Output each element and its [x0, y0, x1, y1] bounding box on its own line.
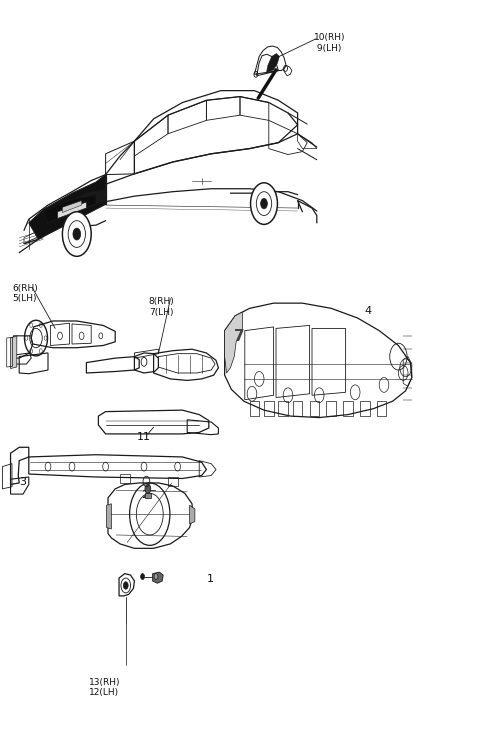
Circle shape: [141, 574, 144, 580]
Polygon shape: [29, 175, 106, 239]
Text: 1: 1: [206, 574, 214, 583]
Circle shape: [62, 212, 91, 256]
Polygon shape: [145, 493, 151, 498]
Circle shape: [251, 183, 277, 224]
Polygon shape: [225, 312, 242, 373]
Polygon shape: [190, 505, 195, 524]
Text: 2: 2: [142, 490, 149, 500]
Text: 13(RH)
12(LH): 13(RH) 12(LH): [89, 678, 120, 697]
Text: 3: 3: [19, 477, 26, 487]
Circle shape: [261, 198, 267, 209]
Text: 10(RH)
 9(LH): 10(RH) 9(LH): [314, 33, 346, 53]
Text: 6(RH)
5(LH): 6(RH) 5(LH): [12, 284, 38, 303]
Polygon shape: [58, 202, 86, 218]
Text: $\bf{7}$: $\bf{7}$: [233, 328, 245, 344]
Polygon shape: [153, 572, 163, 583]
Circle shape: [123, 582, 128, 589]
Polygon shape: [62, 201, 82, 212]
Text: 11: 11: [137, 432, 151, 442]
Polygon shape: [48, 189, 106, 223]
Text: 8(RH)
7(LH): 8(RH) 7(LH): [149, 297, 175, 317]
Polygon shape: [11, 336, 17, 369]
Text: 4: 4: [365, 306, 372, 316]
Polygon shape: [266, 53, 279, 73]
Circle shape: [154, 574, 158, 580]
Polygon shape: [43, 195, 96, 223]
Polygon shape: [107, 504, 111, 529]
Circle shape: [73, 228, 81, 240]
Circle shape: [145, 484, 151, 493]
